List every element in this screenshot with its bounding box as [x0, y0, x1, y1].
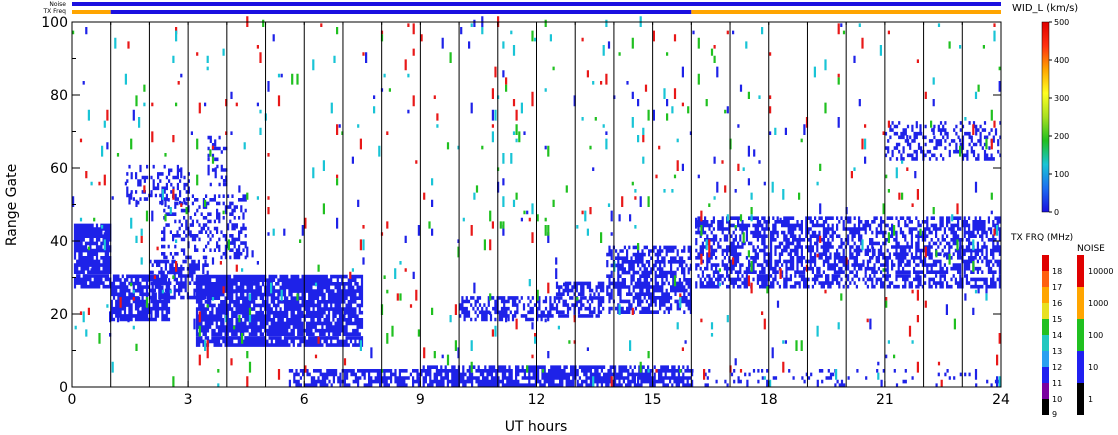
- noise-bar: [72, 2, 1001, 6]
- scatter-region-2: [149, 259, 209, 300]
- scatter-region-1: [110, 274, 171, 322]
- scatter-region-3: [195, 274, 364, 347]
- txfreq-tick-label-8: 17: [1052, 283, 1062, 292]
- noise-tick-label-3: 1000: [1088, 299, 1108, 308]
- txfreq-swatch-7: [1042, 287, 1049, 303]
- txfreq-tick-label-0: 9: [1052, 410, 1057, 419]
- x-tick-label-6: 18: [760, 392, 778, 408]
- txfreq-segment-2: [691, 10, 1001, 14]
- txfreq-segment-0: [72, 10, 111, 14]
- noise-tick-label-0: 1: [1088, 395, 1093, 404]
- scatter-region-4: [161, 194, 247, 260]
- txfreq-segment-1: [110, 10, 692, 14]
- y-tick-label-4: 80: [50, 88, 68, 104]
- scatter-region-8: [420, 365, 694, 387]
- noise-swatch-1: [1077, 351, 1084, 383]
- velocity-tick-label-4: 400: [1054, 56, 1069, 65]
- scatter-region-13: [884, 121, 1002, 161]
- scatter-region-5: [126, 164, 190, 205]
- txfreq-label: TX Freq: [42, 8, 66, 15]
- noise-swatch-3: [1077, 287, 1084, 319]
- txfreq-swatch-0: [1042, 399, 1049, 415]
- scatter-region-11: [606, 245, 692, 314]
- txfreq-tick-label-2: 11: [1052, 379, 1062, 388]
- scatter-noise-0: [79, 16, 1001, 387]
- txfreq-swatch-9: [1042, 255, 1049, 271]
- txfreq-tick-label-3: 12: [1052, 363, 1062, 372]
- y-axis: 0 20 40 60 80 100: [41, 15, 1001, 396]
- hour-gridlines: [110, 22, 963, 387]
- noise-label: Noise: [49, 1, 66, 8]
- txfreq-swatch-3: [1042, 351, 1049, 367]
- x-axis: 0 3 6 9 12 15 18 21 24: [68, 22, 1010, 408]
- velocity-tick-label-0: 0: [1054, 208, 1059, 217]
- x-tick-label-8: 24: [992, 392, 1010, 408]
- txfreq-bar: [72, 10, 1001, 14]
- velocity-colorbar-ticks: 0 100 200 300 400 500: [1049, 18, 1069, 217]
- velocity-tick-label-5: 500: [1054, 18, 1069, 27]
- velocity-colorbar: [1041, 21, 1050, 213]
- scatter-region-7: [288, 369, 421, 387]
- noise-tick-label-1: 10: [1088, 363, 1098, 372]
- velocity-colorbar-label: WID_L (km/s): [1012, 3, 1078, 14]
- x-tick-label-1: 3: [184, 392, 193, 408]
- txfreq-swatch-8: [1042, 271, 1049, 287]
- y-axis-label: Range Gate: [4, 164, 20, 246]
- y-tick-label-2: 40: [50, 234, 68, 250]
- x-tick-label-7: 21: [876, 392, 894, 408]
- noise-swatch-2: [1077, 319, 1084, 351]
- velocity-tick-label-2: 200: [1054, 132, 1069, 141]
- txfreq-swatch-5: [1042, 319, 1049, 335]
- scatter-cells: [72, 16, 1002, 388]
- txfreq-tick-label-1: 10: [1052, 395, 1062, 404]
- noise-swatch-0: [1077, 383, 1084, 415]
- noise-colorbar: 1 10 100 1000 10000: [1077, 255, 1113, 415]
- x-axis-label: UT hours: [505, 419, 568, 435]
- y-tick-label-1: 20: [50, 307, 68, 323]
- velocity-tick-label-1: 100: [1054, 170, 1069, 179]
- scatter-region-9: [459, 296, 556, 322]
- txfreq-colorbar: 9 10 11 12 13 14 15 16 17 18: [1042, 255, 1062, 419]
- noise-tick-label-4: 10000: [1088, 267, 1113, 276]
- txfreq-tick-label-7: 16: [1052, 299, 1062, 308]
- txfreq-tick-label-4: 13: [1052, 347, 1062, 356]
- txfreq-swatch-1: [1042, 383, 1049, 399]
- txfreq-swatch-2: [1042, 367, 1049, 383]
- y-tick-label-0: 0: [59, 380, 68, 396]
- noise-tick-label-2: 100: [1088, 331, 1103, 340]
- scatter-region-12: [695, 216, 1001, 289]
- txfreq-swatch-4: [1042, 335, 1049, 351]
- x-tick-label-0: 0: [68, 392, 77, 408]
- x-tick-label-5: 15: [644, 392, 662, 408]
- x-tick-label-2: 6: [300, 392, 309, 408]
- txfreq-colorbar-label: TX FRQ (MHz): [1010, 233, 1073, 243]
- noise-swatch-4: [1077, 255, 1084, 287]
- txfreq-tick-label-5: 14: [1052, 331, 1062, 340]
- y-tick-label-3: 60: [50, 161, 68, 177]
- x-tick-label-4: 12: [528, 392, 546, 408]
- scatter-region-6: [207, 135, 228, 187]
- scatter-region-0: [73, 223, 112, 289]
- x-tick-label-3: 9: [416, 392, 425, 408]
- velocity-tick-label-3: 300: [1054, 94, 1069, 103]
- y-tick-label-5: 100: [41, 15, 68, 31]
- txfreq-swatch-6: [1042, 303, 1049, 319]
- scatter-region-10: [555, 281, 605, 318]
- noise-colorbar-label: NOISE: [1077, 244, 1105, 254]
- txfreq-tick-label-6: 15: [1052, 315, 1062, 324]
- txfreq-tick-label-9: 18: [1052, 267, 1062, 276]
